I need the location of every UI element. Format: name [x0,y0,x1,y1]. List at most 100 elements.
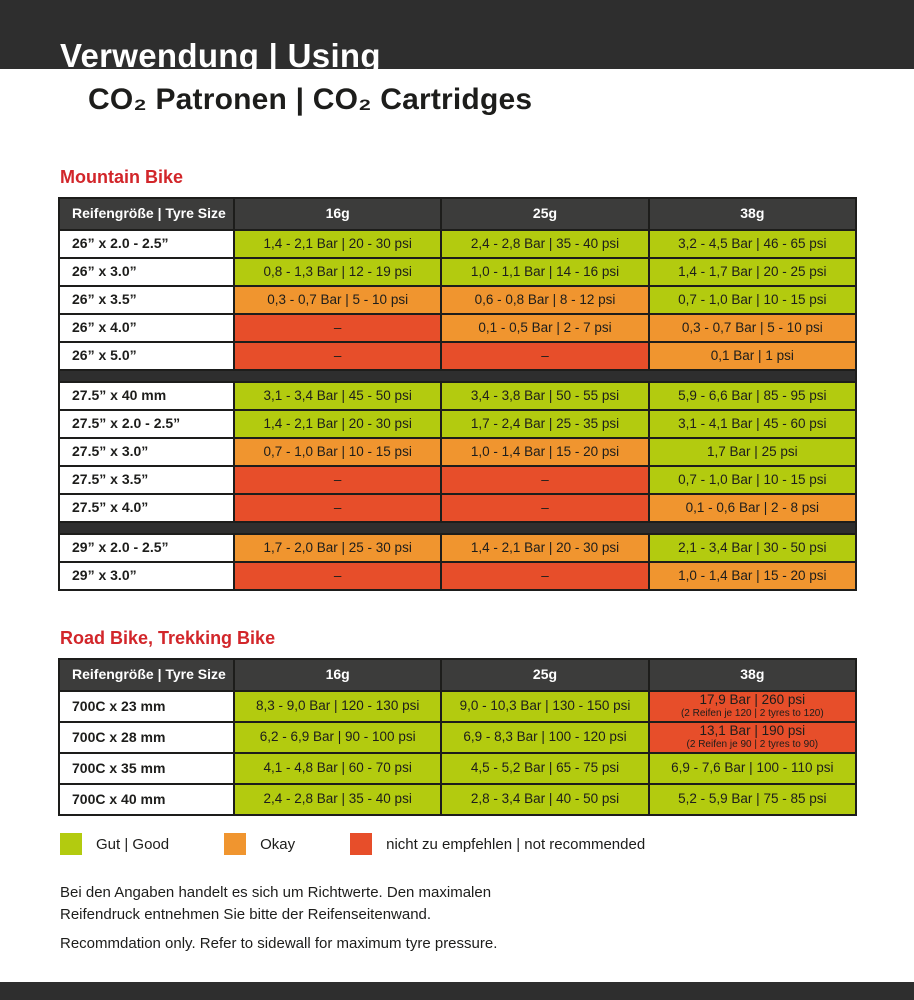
pressure-cell-good: 4,1 - 4,8 Bar | 60 - 70 psi [233,754,441,783]
column-header-38g: 38g [647,660,855,690]
note-english: Recommdation only. Refer to sidewall for… [60,935,498,952]
pressure-cell-bad: – [440,563,648,589]
tyre-size-cell: 700C x 40 mm [60,785,233,814]
pressure-cell-good: 3,1 - 4,1 Bar | 45 - 60 psi [647,411,855,437]
pressure-cell-bad: – [233,315,441,341]
legend-swatch-good [60,833,82,855]
pressure-value: 0,3 - 0,7 Bar | 5 - 10 psi [681,319,823,335]
pressure-cell-good: 5,9 - 6,6 Bar | 85 - 95 psi [647,383,855,409]
column-header-38g: 38g [647,199,855,229]
pressure-cell-good: 4,5 - 5,2 Bar | 65 - 75 psi [440,754,648,783]
pressure-value: 1,4 - 2,1 Bar | 20 - 30 psi [470,539,620,555]
pressure-cell-good: 8,3 - 9,0 Bar | 120 - 130 psi [233,692,441,721]
pressure-value: 0,1 Bar | 1 psi [710,347,794,363]
mountain-bike-table: Reifengröße | Tyre Size 16g 25g 38g 26” x 2.… [58,197,857,591]
column-header-16g: 16g [233,660,441,690]
pressure-value: 6,9 - 8,3 Bar | 100 - 120 psi [463,729,627,745]
pressure-value: 17,9 Bar | 260 psi [699,692,806,708]
pressure-cell-good: 2,1 - 3,4 Bar | 30 - 50 psi [647,535,855,561]
pressure-value: – [541,471,549,487]
pressure-value: 1,0 - 1,1 Bar | 14 - 16 psi [470,263,620,279]
group-separator [60,369,855,381]
table-row: 700C x 23 mm 8,3 - 9,0 Bar | 120 - 130 ps… [60,690,855,721]
tyre-size-cell: 27.5” x 3.5” [60,467,233,493]
table-row: 29” x 2.0 - 2.5” 1,7 - 2,0 Bar | 25 - 30 … [60,533,855,561]
pressure-cell-okay: 1,4 - 2,1 Bar | 20 - 30 psi [440,535,648,561]
pressure-value: 0,3 - 0,7 Bar | 5 - 10 psi [267,291,409,307]
page-subtitle: CO₂ Patronen | CO₂ Cartridges [88,83,533,116]
table-header-row: Reifengröße | Tyre Size 16g 25g 38g [60,660,855,690]
pressure-value: 1,4 - 2,1 Bar | 20 - 30 psi [263,235,412,251]
tyre-size-cell: 27.5” x 4.0” [60,495,233,521]
pressure-value: 9,0 - 10,3 Bar | 130 - 150 psi [459,698,631,714]
group-separator [60,521,855,533]
legend-item-good: Gut | Good [60,833,169,855]
legend-swatch-bad [350,833,373,855]
column-header-25g: 25g [440,660,648,690]
pressure-cell-good: 1,4 - 2,1 Bar | 20 - 30 psi [233,411,441,437]
pressure-cell-okay: 0,7 - 1,0 Bar | 10 - 15 psi [233,439,441,465]
table-header-row: Reifengröße | Tyre Size 16g 25g 38g [60,199,855,229]
table-row: 26” x 2.0 - 2.5” 1,4 - 2,1 Bar | 20 - 30 … [60,229,855,257]
legend-item-bad: nicht zu empfehlen | not recommended [350,833,645,855]
pressure-value: 1,7 - 2,0 Bar | 25 - 30 psi [263,539,412,555]
table-row: 27.5” x 3.5” – – 0,7 - 1,0 Bar | 10 - 15 ps… [60,465,855,493]
pressure-value: 1,7 - 2,4 Bar | 25 - 35 psi [470,415,620,431]
pressure-value: 1,4 - 1,7 Bar | 20 - 25 psi [678,263,827,279]
section-title-mountain-bike: Mountain Bike [60,167,184,187]
pressure-value: 1,0 - 1,4 Bar | 15 - 20 psi [678,567,827,583]
pressure-cell-good: 3,1 - 3,4 Bar | 45 - 50 psi [233,383,441,409]
legend-label: nicht zu empfehlen | not recommended [386,835,646,853]
tyre-size-cell: 700C x 23 mm [60,692,233,721]
pressure-cell-good: 1,4 - 2,1 Bar | 20 - 30 psi [233,231,441,257]
table-row: 700C x 35 mm 4,1 - 4,8 Bar | 60 - 70 psi 4… [60,752,855,783]
column-header-tyre-size: Reifengröße | Tyre Size [60,199,233,229]
pressure-cell-bad: – [233,495,441,521]
pressure-value: 4,1 - 4,8 Bar | 60 - 70 psi [263,760,412,776]
pressure-value: 0,6 - 0,8 Bar | 8 - 12 psi [474,291,616,307]
pressure-cell-good: 3,4 - 3,8 Bar | 50 - 55 psi [440,383,648,409]
pressure-value: 13,1 Bar | 190 psi [699,723,806,739]
pressure-value: 1,0 - 1,4 Bar | 15 - 20 psi [470,443,620,459]
pressure-cell-good: 0,7 - 1,0 Bar | 10 - 15 psi [647,287,855,313]
pressure-cell-good: 9,0 - 10,3 Bar | 130 - 150 psi [440,692,648,721]
road-bike-table: Reifengröße | Tyre Size 16g 25g 38g 700C x 2… [58,658,857,816]
table-row: 27.5” x 40 mm 3,1 - 3,4 Bar | 45 - 50 psi… [60,381,855,409]
pressure-value: 5,9 - 6,6 Bar | 85 - 95 psi [678,387,827,403]
pressure-cell-okay: 0,1 - 0,6 Bar | 2 - 8 psi [647,495,855,521]
pressure-cell-good: 1,7 Bar | 25 psi [647,439,855,465]
pressure-value: 1,7 Bar | 25 psi [707,443,798,459]
note-german: Bei den Angaben handelt es sich um Richt… [60,884,492,923]
pressure-note: (2 Reifen je 90 | 2 tyres to 90) [686,739,819,751]
table-row: 27.5” x 3.0” 0,7 - 1,0 Bar | 10 - 15 psi 1… [60,437,855,465]
pressure-value: 5,2 - 5,9 Bar | 75 - 85 psi [678,791,827,807]
pressure-value: 0,1 - 0,5 Bar | 2 - 7 psi [478,319,612,335]
pressure-cell-good: 1,4 - 1,7 Bar | 20 - 25 psi [647,259,855,285]
pressure-value: – [333,499,342,515]
pressure-cell-okay: 0,1 - 0,5 Bar | 2 - 7 psi [440,315,648,341]
tyre-size-cell: 27.5” x 40 mm [60,383,233,409]
tyre-size-cell: 27.5” x 3.0” [60,439,233,465]
pressure-value: 6,2 - 6,9 Bar | 90 - 100 psi [259,729,416,745]
pressure-cell-good: 6,9 - 7,6 Bar | 100 - 110 psi [647,754,855,783]
tyre-size-cell: 26” x 2.0 - 2.5” [60,231,233,257]
bottom-footer-band [0,982,914,1000]
pressure-cell-good: 5,2 - 5,9 Bar | 75 - 85 psi [647,785,855,814]
pressure-value: – [541,347,549,363]
pressure-cell-okay: 0,1 Bar | 1 psi [647,343,855,369]
pressure-value: – [333,471,342,487]
column-header-16g: 16g [233,199,441,229]
pressure-value: – [541,499,549,515]
pressure-cell-okay: 0,3 - 0,7 Bar | 5 - 10 psi [647,315,855,341]
section-title-road-bike: Road Bike, Trekking Bike [60,628,276,648]
tyre-size-cell: 27.5” x 2.0 - 2.5” [60,411,233,437]
pressure-value: 4,5 - 5,2 Bar | 65 - 75 psi [470,760,620,776]
pressure-cell-okay: 1,0 - 1,4 Bar | 15 - 20 psi [647,563,855,589]
pressure-cell-good: 6,9 - 8,3 Bar | 100 - 120 psi [440,723,648,752]
pressure-note: (2 Reifen je 120 | 2 tyres to 120) [680,708,824,720]
column-header-tyre-size: Reifengröße | Tyre Size [60,660,233,690]
tyre-size-cell: 26” x 4.0” [60,315,233,341]
pressure-cell-good: 1,0 - 1,1 Bar | 14 - 16 psi [440,259,648,285]
pressure-value: 2,4 - 2,8 Bar | 35 - 40 psi [470,235,620,251]
